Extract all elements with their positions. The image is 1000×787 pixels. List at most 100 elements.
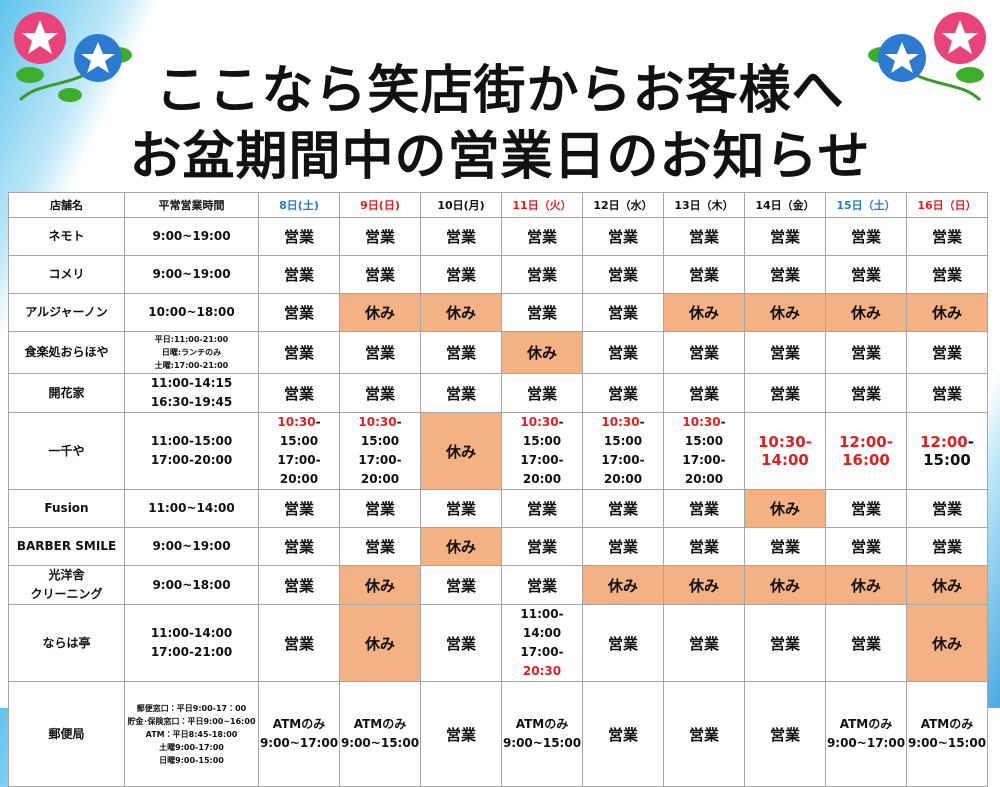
column-header: 店舗名 xyxy=(8,192,125,218)
day-cell: 営業 xyxy=(663,373,745,413)
day-cell: 休み xyxy=(825,565,907,605)
cell-text: 休み xyxy=(931,576,962,595)
cell-text: 10:30 xyxy=(358,415,397,429)
day-cell: 営業 xyxy=(258,331,340,374)
title-line: お盆期間中の営業日のお知らせ xyxy=(129,127,871,187)
cell-line: 9:00~17:00 xyxy=(827,734,906,753)
day-cell: 休み xyxy=(663,293,745,332)
cell-line: 10:30-15:00 xyxy=(260,414,339,452)
cell-text: 休み xyxy=(850,304,881,322)
cell-text: 開花家 xyxy=(48,385,85,400)
cell-text: 営業 xyxy=(607,384,638,403)
cell-text: 食楽処おらほや xyxy=(24,345,109,359)
day-cell: 休み xyxy=(339,293,421,332)
cell-line: 10:30-15:00 xyxy=(503,414,582,452)
cell-text: 営業 xyxy=(607,725,638,744)
store-name: コメリ xyxy=(8,255,125,294)
cell-line: 平日:11:00-21:00 xyxy=(126,333,258,346)
store-name: ネモト xyxy=(8,217,125,256)
cell-text: 営業 xyxy=(850,538,881,556)
day-cell: 営業 xyxy=(258,527,340,566)
column-header: 11日（火） xyxy=(501,192,583,218)
cell-text: 11:00-14:00 xyxy=(520,607,564,640)
regular-hours: 11:00-14:00 17:00-21:00 xyxy=(124,604,259,682)
cell-text: 11日（火） xyxy=(512,199,572,212)
cell-text: 営業 xyxy=(769,344,800,362)
cell-text: 15日（土） xyxy=(836,199,896,212)
cell-line: 9:00~15:00 xyxy=(503,734,582,753)
cell-line: クリーニング xyxy=(10,585,124,604)
cell-text: 営業 xyxy=(526,576,557,595)
day-cell: 営業 xyxy=(501,293,583,332)
regular-hours: 郵便窓口：平日9:00-17：00 貯金･保険窓口：平日9:00~16:00 ATM… xyxy=(124,681,259,787)
cell-line: 9:00~15:00 xyxy=(908,734,987,753)
schedule-table: 店舗名 平常営業時間 8日(土) 9日(日) 10日(月) 11日（火） 12日（水） 13日… xyxy=(8,192,988,787)
cell-text: 営業 xyxy=(931,228,962,246)
day-cell: 休み xyxy=(339,604,421,682)
day-cell: 休み xyxy=(906,604,988,682)
cell-text: 営業 xyxy=(445,384,476,403)
table-row: アルジャーノン 10:00~18:00 営業 休み 休み 営業 営業 休み 休み 休み 休み xyxy=(8,293,988,332)
day-cell: 営業 xyxy=(825,331,907,374)
cell-text: BARBER SMILE xyxy=(16,539,117,553)
cell-text: 営業 xyxy=(364,500,395,518)
cell-text: 11:00-15:00 xyxy=(150,434,233,448)
cell-text: 休み xyxy=(445,304,476,322)
day-cell: 営業 xyxy=(420,565,502,605)
cell-text: 営業 xyxy=(688,384,719,403)
cell-text: 光洋舎 xyxy=(48,568,85,582)
column-header: 9日(日) xyxy=(339,192,421,218)
cell-text: 営業 xyxy=(931,384,962,403)
cell-text: 営業 xyxy=(769,725,800,744)
cell-text: 貯金･保険窓口：平日9:00~16:00 xyxy=(127,716,256,726)
cell-text: 休み xyxy=(688,576,719,595)
cell-text: 休み xyxy=(445,442,476,461)
cell-text: 14日（金） xyxy=(755,199,815,212)
store-name: 食楽処おらほや xyxy=(8,331,125,374)
cell-text: 休み xyxy=(364,634,395,653)
cell-text: 10日(月) xyxy=(437,199,485,212)
day-cell: 営業 xyxy=(663,604,745,682)
store-name: 開花家 xyxy=(8,373,125,413)
cell-text: 営業 xyxy=(850,344,881,362)
day-cell: 営業 xyxy=(420,489,502,528)
store-name: BARBER SMILE xyxy=(8,527,125,566)
cell-text: 11:00-14:15 xyxy=(150,376,233,390)
day-cell: 営業 xyxy=(663,527,745,566)
cell-text: 休み xyxy=(526,344,557,362)
day-cell: 営業 xyxy=(663,489,745,528)
cell-text: 営業 xyxy=(688,266,719,284)
day-cell: 営業 xyxy=(663,217,745,256)
day-cell: 営業 xyxy=(339,489,421,528)
cell-text: 営業 xyxy=(931,538,962,556)
cell-text: 営業 xyxy=(688,344,719,362)
day-cell: 営業 xyxy=(825,527,907,566)
cell-text: 9:00~19:00 xyxy=(152,229,231,243)
day-cell: 営業 xyxy=(420,255,502,294)
cell-text: 9:00~15:00 xyxy=(340,736,420,750)
cell-text: -15:00 xyxy=(923,433,974,469)
cell-text: 10:30 xyxy=(277,415,316,429)
cell-text: クリーニング xyxy=(30,587,103,601)
cell-text: 17:00-21:00 xyxy=(150,645,233,659)
day-cell: 営業 xyxy=(258,373,340,413)
day-cell: 営業 xyxy=(420,217,502,256)
cell-text: 17:00-20:00 xyxy=(358,453,402,486)
day-cell: ATMのみ 9:00~15:00 xyxy=(339,681,421,787)
cell-text: 9:00~18:00 xyxy=(152,577,231,592)
day-cell: 10:30-15:00 17:00-20:00 xyxy=(501,412,583,490)
cell-line: ATMのみ xyxy=(908,715,987,734)
flower-decoration xyxy=(868,12,986,102)
day-cell: 営業 xyxy=(744,331,826,374)
regular-hours: 9:00~18:00 xyxy=(124,565,259,605)
day-cell: 営業 xyxy=(582,373,664,413)
cell-line: 11:00-14:00 xyxy=(503,606,582,644)
cell-text: 休み xyxy=(445,538,476,556)
cell-text: 営業 xyxy=(769,266,800,284)
cell-text: 営業 xyxy=(607,344,638,362)
cell-text: 営業 xyxy=(526,304,557,322)
day-cell: 営業 xyxy=(258,565,340,605)
day-cell: 営業 xyxy=(582,604,664,682)
cell-text: Fusion xyxy=(44,501,89,515)
day-cell: 10:30-15:00 17:00-20:00 xyxy=(339,412,421,490)
